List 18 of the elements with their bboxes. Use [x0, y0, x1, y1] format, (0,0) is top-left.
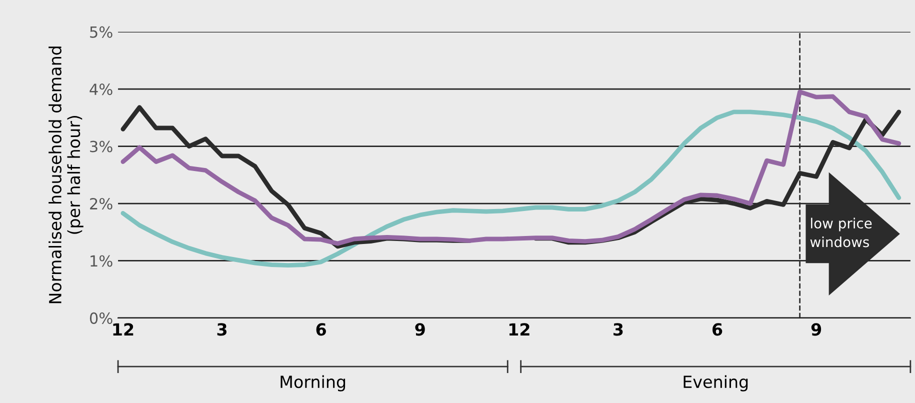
y-tick-label: 4%	[90, 84, 112, 96]
x-tick-label: 12	[509, 323, 530, 336]
y-axis-title: Normalised household demand (per half hour)	[48, 46, 84, 304]
x-tick-label: 6	[316, 323, 326, 336]
x-tick-label: 6	[712, 323, 722, 336]
x-tick-label: 3	[217, 323, 227, 336]
annotation: low price windows	[810, 218, 872, 248]
y-tick-label: 1%	[90, 255, 112, 267]
x-tick-label: 3	[614, 323, 623, 336]
y-tick-label: 3%	[90, 140, 112, 152]
text: Evening	[684, 375, 748, 392]
x-tick-label: 9	[811, 323, 822, 336]
y-tick-label: 5%	[90, 26, 112, 38]
x-tick-label: 9	[415, 323, 425, 336]
x-tick-label: 12	[113, 323, 134, 336]
y-tick-label: 0%	[90, 312, 112, 324]
y-tick-label: 2%	[90, 198, 112, 210]
text: Morning	[280, 375, 346, 392]
